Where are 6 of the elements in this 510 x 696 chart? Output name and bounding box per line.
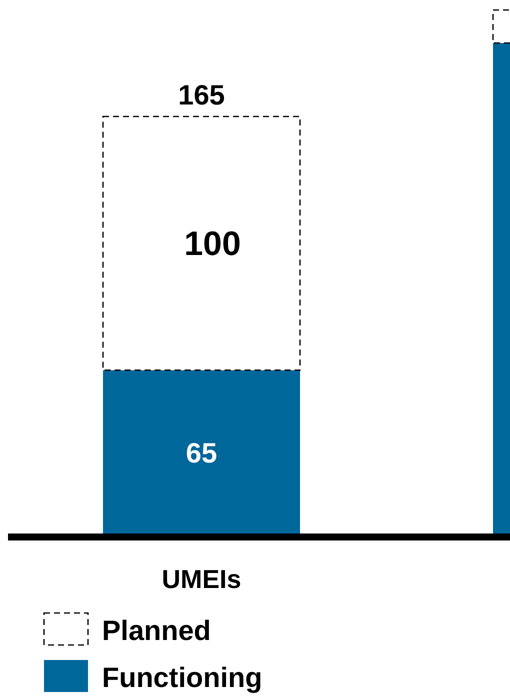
total-label: 165	[178, 80, 225, 111]
legend-label: Functioning	[102, 662, 262, 693]
data-label: 65	[186, 437, 218, 468]
legend-label: Planned	[102, 615, 211, 646]
x-tick-label: UMEIs	[162, 564, 242, 594]
data-label: 100	[184, 225, 241, 264]
